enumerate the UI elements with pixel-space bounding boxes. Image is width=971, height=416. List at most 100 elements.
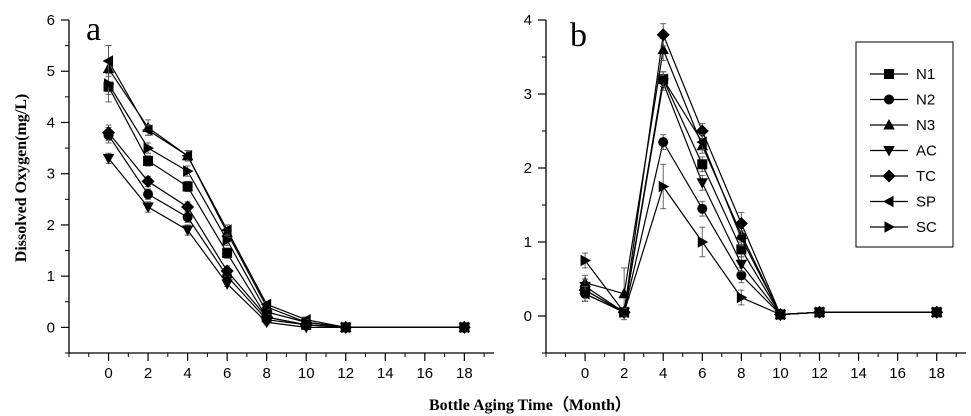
series-n2	[103, 127, 470, 333]
data-point	[658, 137, 669, 148]
series-n1	[103, 70, 470, 333]
x-tick-label: 0	[104, 365, 112, 382]
y-tick-label: 1	[47, 268, 55, 285]
x-tick-label: 18	[456, 365, 473, 382]
legend-marker	[884, 94, 894, 105]
data-point	[735, 232, 746, 245]
data-point	[183, 165, 194, 177]
x-tick-label: 2	[620, 365, 628, 382]
legend-marker	[883, 195, 894, 208]
legend-marker	[884, 69, 894, 79]
series-line	[108, 86, 465, 328]
data-point	[221, 224, 232, 236]
series-ac	[102, 152, 471, 334]
y-tick-label: 6	[47, 12, 55, 29]
data-point	[142, 124, 153, 136]
x-tick-label: 16	[889, 365, 906, 382]
legend: N1 N2 N3 AC TC SP SC	[855, 41, 954, 248]
data-point	[262, 306, 273, 318]
x-tick-label: 14	[850, 365, 867, 382]
legend-marker	[884, 221, 895, 233]
data-point	[696, 136, 707, 148]
x-tick-label: 4	[659, 365, 667, 382]
data-point	[222, 234, 234, 247]
y-tick-label: 0	[47, 319, 55, 336]
legend-marker	[882, 169, 896, 183]
data-point	[181, 225, 194, 237]
legend-label: TC	[916, 168, 936, 185]
series-line	[584, 185, 937, 316]
series-sp	[102, 45, 469, 334]
legend-marker	[883, 146, 895, 157]
x-tick-label: 6	[698, 365, 706, 382]
y-tick-label: 3	[47, 166, 55, 183]
legend-label: AC	[916, 143, 937, 160]
data-point	[814, 306, 826, 319]
data-point	[775, 308, 787, 321]
data-point	[221, 279, 233, 290]
legend-item-sc: SC	[870, 219, 937, 236]
data-point	[695, 124, 709, 138]
series-sc	[104, 73, 471, 334]
x-tick-label: 18	[928, 365, 945, 382]
data-point	[102, 153, 115, 165]
x-tick-label: 12	[811, 365, 828, 382]
data-point	[181, 150, 193, 162]
data-point	[143, 155, 154, 166]
data-point	[341, 321, 352, 334]
series-tc	[102, 124, 471, 334]
legend-label: N2	[916, 92, 935, 109]
data-point	[657, 73, 668, 85]
legend-box	[855, 41, 954, 248]
panel-b-label: b	[570, 17, 587, 54]
data-point	[182, 212, 193, 223]
y-tick-label: 3	[524, 86, 532, 103]
y-tick-label: 5	[47, 63, 55, 80]
data-point	[142, 202, 154, 213]
x-tick-label: 10	[298, 365, 315, 382]
legend-item-tc: TC	[870, 168, 936, 185]
legend-label: N3	[916, 117, 935, 134]
data-point	[697, 159, 708, 170]
data-point	[932, 306, 943, 319]
x-tick-label: 4	[183, 365, 191, 382]
x-tick-label: 8	[263, 365, 271, 382]
series-line	[108, 60, 465, 328]
data-point	[102, 55, 114, 67]
y-tick-label: 4	[47, 114, 55, 131]
y-tick-label: 0	[524, 308, 532, 325]
data-point	[736, 244, 747, 255]
x-tick-label: 12	[337, 365, 354, 382]
data-point	[301, 316, 313, 329]
legend-item-n2: N2	[870, 92, 935, 109]
legend-marker	[883, 119, 895, 130]
y-tick-label: 2	[524, 160, 532, 177]
legend-item-n1: N1	[870, 66, 935, 83]
legend-label: N1	[916, 66, 935, 83]
x-tick-label: 10	[772, 365, 789, 382]
x-axis-title: Bottle Aging Time（Month）	[429, 396, 631, 414]
data-point	[260, 298, 272, 311]
data-point	[697, 236, 709, 248]
data-point	[141, 174, 155, 188]
data-point	[579, 288, 590, 300]
series-sc	[580, 163, 943, 321]
data-point	[736, 291, 748, 304]
data-point	[220, 264, 234, 278]
data-point	[619, 306, 631, 319]
series-n3	[102, 45, 471, 332]
y-tick-label: 4	[524, 12, 532, 29]
x-tick-label: 16	[416, 365, 433, 382]
y-tick-label: 1	[524, 234, 532, 251]
data-point	[222, 248, 233, 259]
panel-a-label: a	[86, 11, 101, 48]
data-point	[181, 200, 195, 214]
series-line	[108, 157, 465, 328]
y-axis-title: Dissolved Oxygen(mg/L)	[13, 94, 30, 262]
legend-item-sp: SP	[870, 194, 936, 211]
data-point	[736, 270, 747, 281]
data-point	[656, 28, 670, 42]
data-point	[735, 259, 748, 271]
